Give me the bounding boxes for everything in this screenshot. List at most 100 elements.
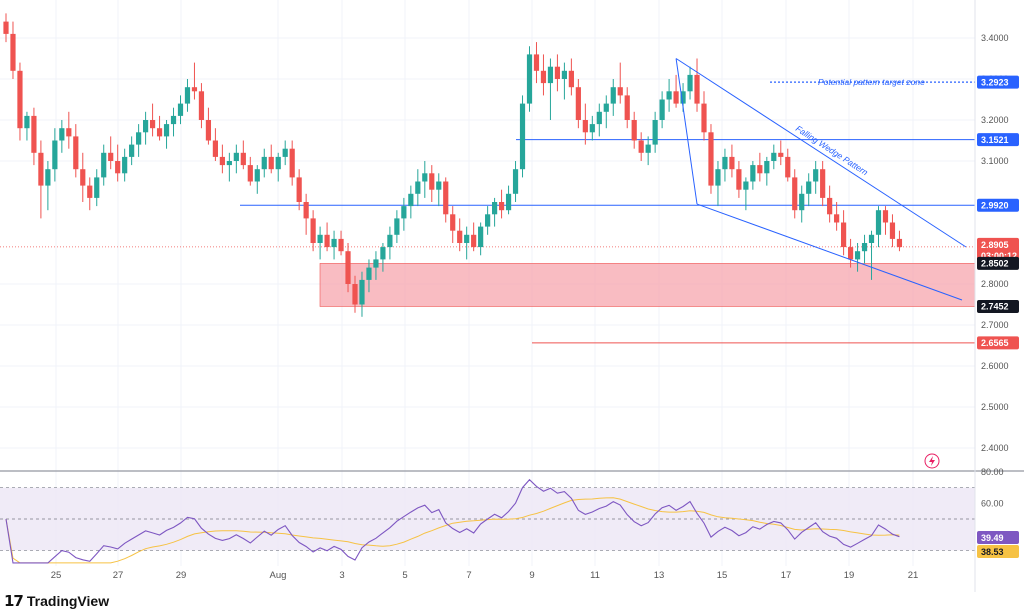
time-axis-tick: 17 [781,570,792,581]
zone-price-tag: 2.7452 [981,302,1009,312]
rsi-value-tag: 39.49 [981,533,1004,543]
candle-body [401,206,407,219]
candle-body [757,165,763,174]
price-axis-tick: 2.4000 [981,443,1009,453]
candle-body [212,140,218,157]
time-axis-tick: 25 [51,570,62,581]
candle-body [505,193,512,211]
candle-body [547,66,554,84]
candle-body [561,70,567,79]
price-axis-tick: 2.5000 [981,402,1009,412]
candle-body [834,214,840,223]
time-axis-tick: 9 [529,570,534,581]
candle-body [240,152,246,166]
candle-body [380,247,386,260]
candle-body [310,218,316,243]
candle-body [792,177,798,211]
candle-body [38,152,44,186]
candle-body [861,243,868,252]
candle-body [205,120,212,141]
time-axis-tick: 19 [844,570,855,581]
candle-body [233,152,239,161]
candle-body [387,234,393,248]
candle-body [101,152,107,178]
candle-body [673,91,679,104]
candle-body [143,120,149,133]
candle-body [471,234,477,248]
zone-price-tag: 2.8502 [981,259,1009,269]
candle-body [492,202,498,215]
candle-body [429,173,435,190]
lightning-icon [924,453,940,469]
price-axis-tick: 3.1000 [981,156,1009,166]
candle-body [478,226,484,248]
current-price-tag: 2.8905 [981,240,1009,250]
rsi-axis-tick: 80.00 [981,467,1004,477]
candle-body [512,169,519,194]
candle-body [764,161,770,174]
candle-body [129,144,135,157]
candle-body [813,169,819,182]
time-axis-tick: 21 [908,570,919,581]
candle-body [589,124,595,133]
candle-body [436,181,442,190]
candle-body [485,214,491,227]
candle-body [317,234,323,243]
candle-body [31,115,37,153]
candle-body [115,161,121,174]
candle-body [94,177,100,198]
time-axis-tick: 27 [113,570,124,581]
price-tag-bg [977,75,1019,89]
candle-body [254,169,260,182]
candle-body [652,120,658,145]
price-tag: 3.2923 [981,77,1009,87]
candle-body [247,165,253,182]
demand-zone [319,263,976,307]
time-axis-tick: Aug [270,570,287,581]
time-axis-tick: 3 [339,570,344,581]
candle-body [59,128,65,141]
candle-body [177,103,184,116]
candle-body [296,177,302,202]
price-axis-tick: 2.6000 [981,361,1009,371]
rsi-ma-line [5,497,900,564]
wedge-lower-line [696,203,963,301]
candle-body [464,234,470,243]
candle-body [806,181,812,194]
candle-body [324,234,330,248]
time-axis-tick: 5 [402,570,407,581]
candle-body [163,124,170,137]
candle-body [617,87,623,96]
candle-body [596,111,602,125]
candle-body [282,148,288,157]
price-tag-bg [977,198,1019,212]
rsi-value-tag-bg [977,531,1019,544]
candle-body [52,140,58,170]
price-axis-tick: 3.4000 [981,33,1009,43]
candle-body [443,181,449,215]
candle-body [45,169,51,186]
candle-body [156,128,163,137]
candle-body [575,87,581,120]
candle-countdown: 03:00:12 [981,251,1017,261]
candle-body [736,169,742,190]
candle-body [136,132,142,145]
candle-body [394,218,400,235]
candle-body [359,279,365,305]
time-axis-tick: 11 [590,570,600,581]
candle-body [715,169,721,186]
candle-body [198,91,205,120]
candle-body [729,156,735,170]
price-tag-bg [977,133,1019,147]
candle-body [352,284,358,305]
price-axis-tick: 2.8000 [981,279,1009,289]
candle-body [868,234,875,243]
rsi-axis-tick: 60.00 [981,498,1004,508]
candle-body [875,210,882,235]
rsi-ma-value-tag: 38.53 [981,547,1004,557]
zone-price-tag-bg [977,299,1019,313]
candle-body [659,99,665,120]
support-price-tag-bg [977,336,1019,350]
price-tag: 3.1521 [981,135,1009,145]
